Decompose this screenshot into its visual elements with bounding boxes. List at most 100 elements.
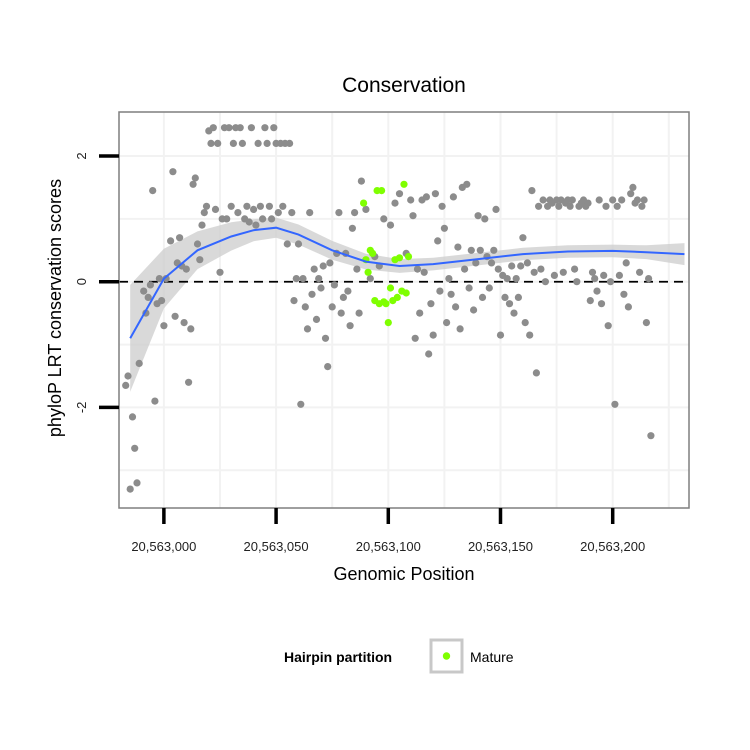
data-point: [436, 287, 444, 295]
legend: Hairpin partition Mature: [284, 638, 514, 674]
data-point: [169, 168, 177, 176]
x-axis: 20,563,000 20,563,050 20,563,100 20,563,150…: [131, 508, 645, 554]
data-point: [615, 271, 624, 279]
data-point: [456, 325, 464, 333]
data-point: [618, 196, 626, 204]
data-point: [465, 284, 473, 292]
legend-key-mature-point: [442, 652, 451, 660]
data-point: [191, 174, 199, 182]
data-point: [472, 259, 480, 267]
data-point: [319, 262, 327, 270]
data-point: [326, 259, 334, 267]
data-point: [290, 297, 298, 305]
data-point: [443, 319, 451, 327]
data-point: [636, 268, 644, 276]
data-point: [243, 202, 251, 210]
data-point: [294, 240, 303, 248]
data-point: [297, 400, 305, 408]
data-point: [229, 139, 237, 147]
data-point: [541, 278, 550, 286]
data-point: [140, 287, 148, 295]
plot-panel-border: [118, 111, 690, 509]
data-point: [514, 293, 523, 301]
data-point: [485, 284, 493, 292]
data-point: [595, 196, 603, 204]
data-point: [250, 205, 258, 213]
x-tick-label: 20,563,200: [580, 539, 645, 554]
data-point: [427, 300, 435, 308]
data-point: [146, 281, 154, 289]
data-point: [597, 300, 606, 308]
data-point: [434, 237, 442, 245]
data-point-mature: [400, 180, 408, 188]
data-point: [366, 275, 374, 283]
y-axis: -2 0 2: [74, 152, 119, 413]
data-point: [200, 209, 208, 217]
data-point: [606, 278, 615, 286]
data-point: [158, 297, 166, 305]
data-point-mature: [404, 253, 413, 261]
data-point: [259, 215, 267, 223]
data-point: [602, 202, 610, 210]
data-point: [588, 268, 597, 276]
data-point-mature: [393, 293, 401, 301]
data-point: [395, 190, 404, 198]
data-point: [321, 334, 330, 342]
data-point: [223, 215, 231, 223]
data-point: [532, 369, 541, 377]
data-point: [438, 202, 446, 210]
chart-title: Conservation: [342, 74, 466, 97]
x-tick-label: 20,563,100: [356, 539, 421, 554]
data-point-mature: [364, 268, 372, 276]
data-point: [315, 275, 323, 283]
data-point: [135, 359, 143, 367]
data-point: [526, 331, 534, 339]
data-point: [537, 265, 545, 273]
data-point: [151, 397, 159, 405]
data-point: [411, 334, 419, 342]
data-point: [288, 209, 296, 217]
data-point: [609, 196, 617, 204]
data-point: [270, 124, 278, 132]
data-point: [503, 275, 511, 283]
smooth-trend-line: [129, 226, 685, 339]
data-point: [124, 372, 132, 380]
data-point-mature: [395, 254, 404, 262]
data-point: [550, 271, 559, 279]
data-point: [198, 221, 206, 229]
data-point: [182, 265, 190, 273]
data-point: [149, 187, 157, 195]
data-point: [299, 275, 307, 283]
data-point: [344, 287, 352, 295]
data-point: [591, 275, 599, 283]
data-point: [207, 139, 215, 147]
data-point: [317, 284, 325, 292]
data-point-mature: [382, 300, 390, 308]
data-point: [155, 275, 163, 283]
data-point: [521, 319, 529, 327]
data-point: [568, 196, 576, 204]
data-point: [422, 193, 430, 201]
data-point: [337, 309, 345, 317]
data-point: [131, 444, 139, 452]
data-point: [622, 259, 630, 267]
data-point: [279, 202, 287, 210]
y-tick-label: 0: [74, 278, 89, 285]
legend-label-mature: Mature: [470, 649, 514, 665]
data-point: [171, 312, 179, 320]
data-point: [122, 381, 130, 389]
data-point: [481, 215, 489, 223]
data-point: [528, 187, 536, 195]
data-point: [571, 265, 579, 273]
data-point: [523, 259, 532, 267]
data-point: [611, 400, 619, 408]
data-point: [283, 240, 291, 248]
data-point: [461, 265, 469, 273]
data-point: [193, 240, 202, 248]
data-point: [416, 309, 424, 317]
data-point: [306, 209, 314, 217]
data-point: [286, 139, 294, 147]
data-point: [160, 322, 168, 330]
data-point: [487, 259, 496, 267]
data-point: [535, 202, 543, 210]
